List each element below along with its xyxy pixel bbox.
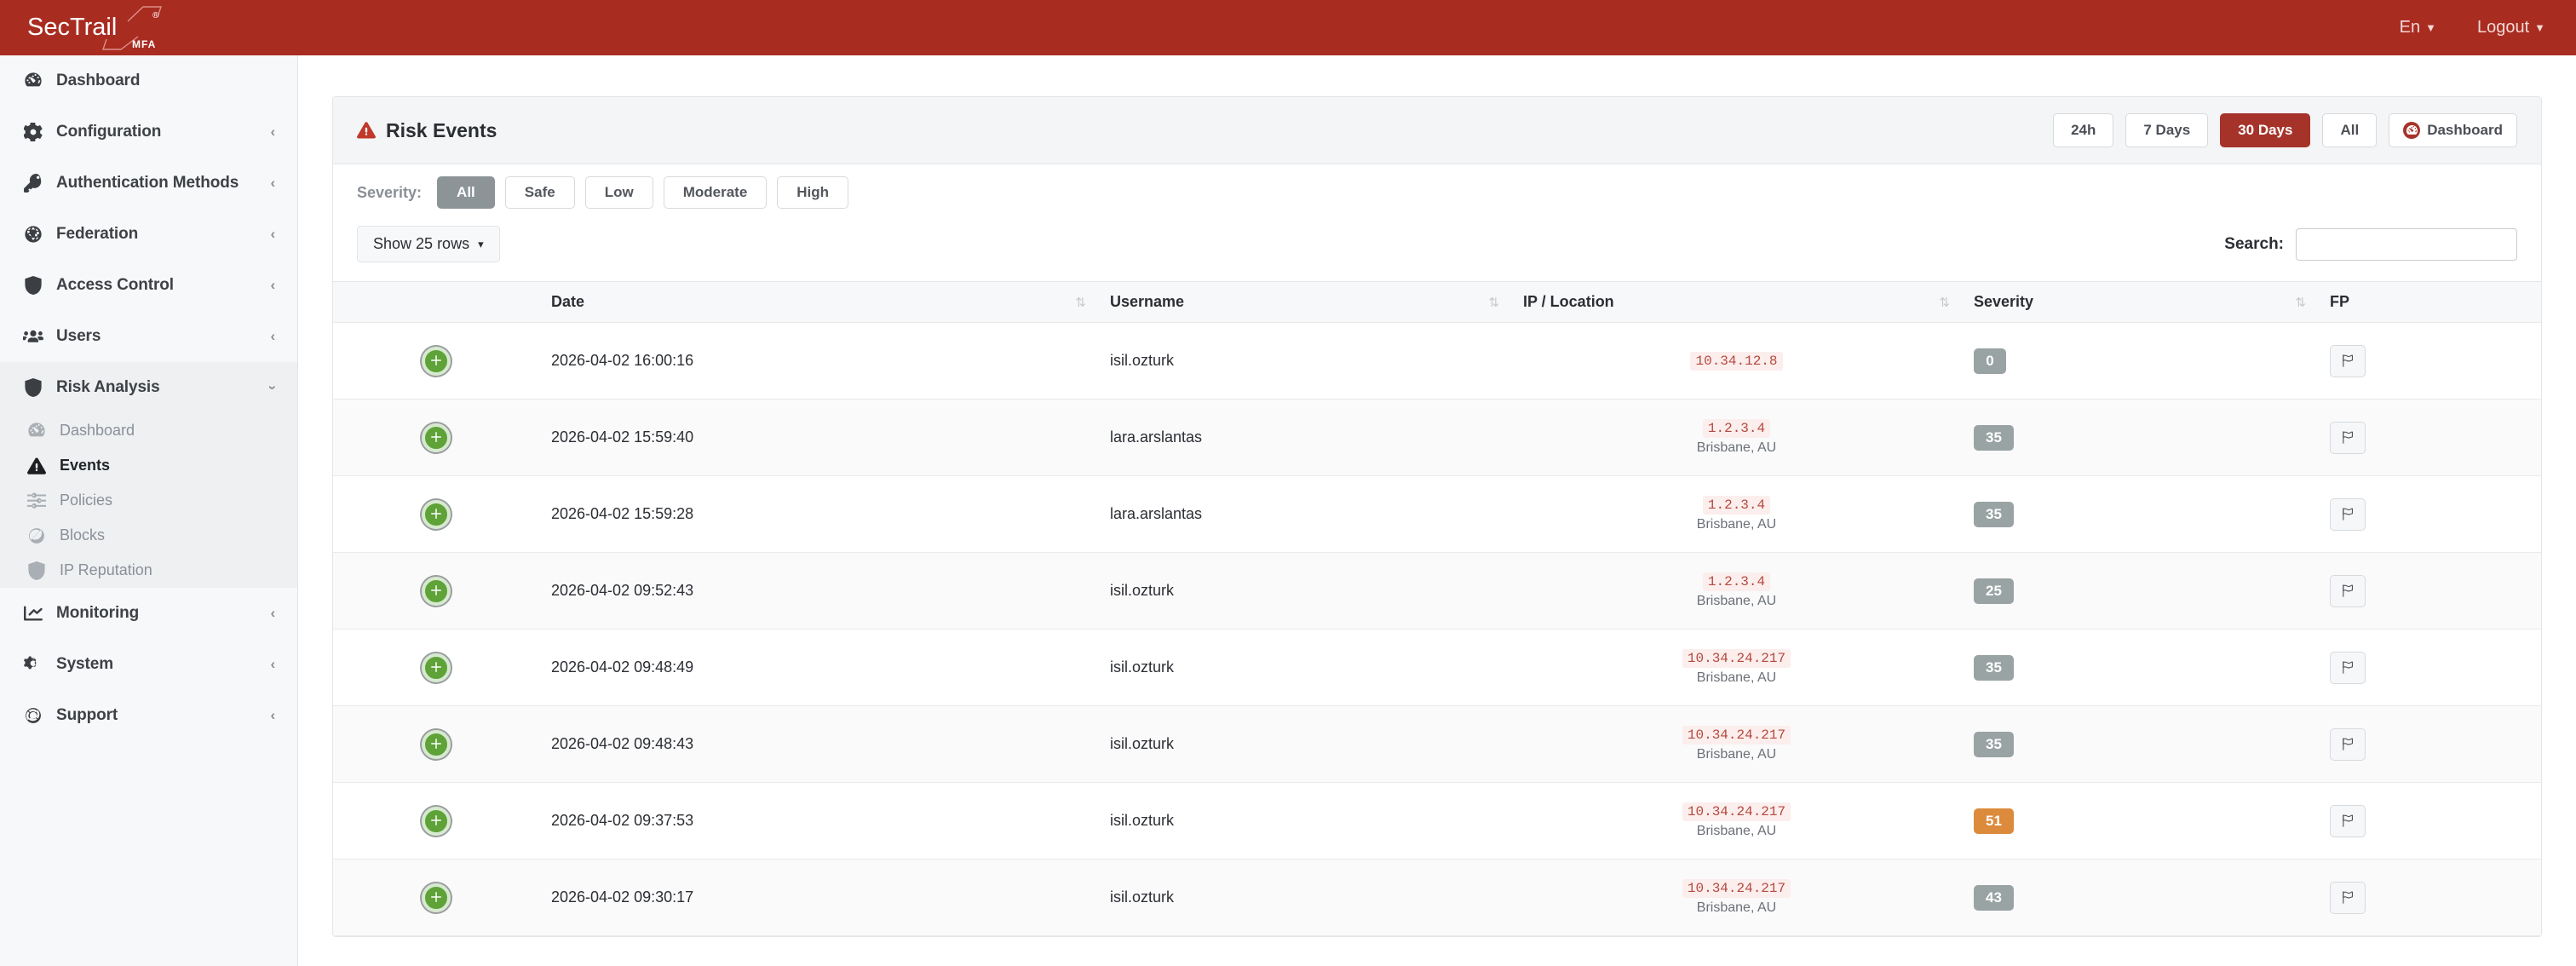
svg-text:MFA: MFA bbox=[132, 38, 156, 50]
svg-text:SecTrail: SecTrail bbox=[27, 14, 117, 41]
svg-text:®: ® bbox=[152, 11, 159, 20]
